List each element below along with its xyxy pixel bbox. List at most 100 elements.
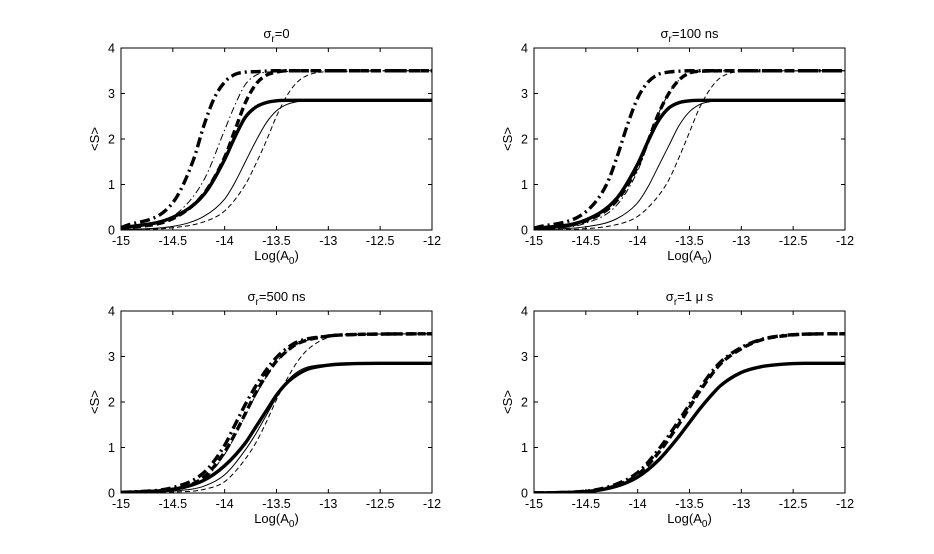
series-line-thick-dashdot xyxy=(121,69,432,230)
plot-frame xyxy=(120,47,433,231)
x-axis-label: Log(A0) xyxy=(254,248,299,267)
title-value: =500 ns xyxy=(259,289,306,304)
x-tick-label: -14 xyxy=(216,497,234,511)
x-tick-label: -13.5 xyxy=(262,234,291,248)
y-tick-label: 4 xyxy=(521,305,528,319)
x-label-main: Log(A xyxy=(667,248,702,263)
series-line-thick-dashed xyxy=(121,69,432,230)
title-subscript: r xyxy=(674,297,678,308)
x-label-subscript: 0 xyxy=(289,519,295,530)
x-label-main: Log(A xyxy=(254,248,289,263)
y-tick-label: 3 xyxy=(108,87,115,101)
title-value: =100 ns xyxy=(672,26,719,41)
x-tick-label: -13 xyxy=(319,234,337,248)
y-tick-label: 3 xyxy=(108,350,115,364)
x-tick-label: -15 xyxy=(112,234,130,248)
series-line-thick-solid xyxy=(121,98,432,230)
x-label-subscript: 0 xyxy=(702,256,708,267)
x-tick-label: -12 xyxy=(836,234,854,248)
series-line-thin-dashdot xyxy=(121,70,432,230)
plot-frame xyxy=(120,310,433,494)
x-tick-label: -12.5 xyxy=(366,497,395,511)
x-axis-label: Log(A0) xyxy=(667,248,712,267)
title-subscript: r xyxy=(256,297,260,308)
chart-title: σr=0 xyxy=(263,26,289,45)
series-line-thin-solid xyxy=(121,362,432,493)
x-tick-label: -14.5 xyxy=(572,234,601,248)
chart-title: σr=1 μ s xyxy=(666,289,714,308)
x-label-end: ) xyxy=(294,248,298,263)
x-tick-label: -14 xyxy=(629,497,647,511)
y-tick-label: 0 xyxy=(108,487,115,501)
y-tick-label: 4 xyxy=(521,42,528,56)
y-tick-label: 4 xyxy=(108,305,115,319)
title-subscript: r xyxy=(271,34,275,45)
x-label-main: Log(A xyxy=(667,511,702,526)
title-subscript: r xyxy=(669,34,673,45)
title-value: =0 xyxy=(275,26,290,41)
x-tick-label: -12 xyxy=(423,497,441,511)
x-label-end: ) xyxy=(707,248,711,263)
y-tick-label: 2 xyxy=(108,133,115,147)
y-tick-label: 1 xyxy=(521,441,528,455)
y-tick-label: 1 xyxy=(108,441,115,455)
series-line-thin-dashed xyxy=(121,70,432,230)
x-tick-label: -13 xyxy=(732,497,750,511)
series-line-thick-dashed xyxy=(534,332,845,493)
plot-frame xyxy=(533,47,846,231)
x-tick-label: -14.5 xyxy=(159,497,188,511)
series-line-thin-dashdot xyxy=(121,333,432,493)
y-axis-label: <S> xyxy=(87,390,102,414)
x-tick-label: -14.5 xyxy=(159,234,188,248)
title-symbol: σ xyxy=(248,289,256,304)
x-tick-label: -13 xyxy=(319,497,337,511)
y-tick-label: 3 xyxy=(521,87,528,101)
x-tick-label: -13.5 xyxy=(675,497,704,511)
y-axis-label: <S> xyxy=(500,127,515,151)
series-group xyxy=(121,332,432,493)
x-axis-label: Log(A0) xyxy=(254,511,299,530)
chart-panel-1: -15 -14.5 -14 -13.5 -13 -12.5 -12 0 1 2 3 4 σr=0 Log(… xyxy=(87,26,441,267)
x-tick-label: -12.5 xyxy=(779,234,808,248)
x-axis-label: Log(A0) xyxy=(667,511,712,530)
x-tick-label: -13.5 xyxy=(675,234,704,248)
y-tick-label: 2 xyxy=(108,396,115,410)
x-tick-label: -14 xyxy=(216,234,234,248)
series-line-thick-dashdot xyxy=(121,332,432,493)
series-line-thick-dashdot xyxy=(534,69,845,230)
series-line-thick-solid xyxy=(534,361,845,493)
y-tick-label: 2 xyxy=(521,396,528,410)
y-tick-label: 4 xyxy=(108,42,115,56)
chart-title: σr=100 ns xyxy=(661,26,719,45)
y-tick-label: 0 xyxy=(108,224,115,238)
series-line-thick-solid xyxy=(534,98,845,230)
title-symbol: σ xyxy=(263,26,271,41)
series-group xyxy=(121,69,432,230)
y-tick-label: 1 xyxy=(108,178,115,192)
x-tick-label: -13.5 xyxy=(262,497,291,511)
x-tick-label: -14.5 xyxy=(572,497,601,511)
x-tick-label: -12.5 xyxy=(779,497,808,511)
x-tick-label: -15 xyxy=(525,497,543,511)
series-line-thin-dashdot xyxy=(534,70,845,230)
series-line-thick-dashed xyxy=(534,69,845,230)
y-tick-label: 1 xyxy=(521,178,528,192)
x-tick-label: -13 xyxy=(732,234,750,248)
x-label-end: ) xyxy=(294,511,298,526)
y-tick-label: 2 xyxy=(521,133,528,147)
series-group xyxy=(534,332,845,493)
y-tick-label: 0 xyxy=(521,487,528,501)
series-line-thick-dashed xyxy=(121,332,432,493)
x-tick-label: -12 xyxy=(423,234,441,248)
x-label-end: ) xyxy=(707,511,711,526)
series-group xyxy=(534,69,845,230)
chart-panel-3: -15 -14.5 -14 -13.5 -13 -12.5 -12 0 1 2 3 4 σr=500 n… xyxy=(87,289,441,530)
x-label-subscript: 0 xyxy=(702,519,708,530)
series-line-thin-dashed xyxy=(534,70,845,230)
title-value: =1 μ s xyxy=(677,289,714,304)
series-line-thick-dashdot xyxy=(534,332,845,493)
series-line-thick-solid xyxy=(121,361,432,493)
x-tick-label: -12 xyxy=(836,497,854,511)
x-tick-label: -14 xyxy=(629,234,647,248)
